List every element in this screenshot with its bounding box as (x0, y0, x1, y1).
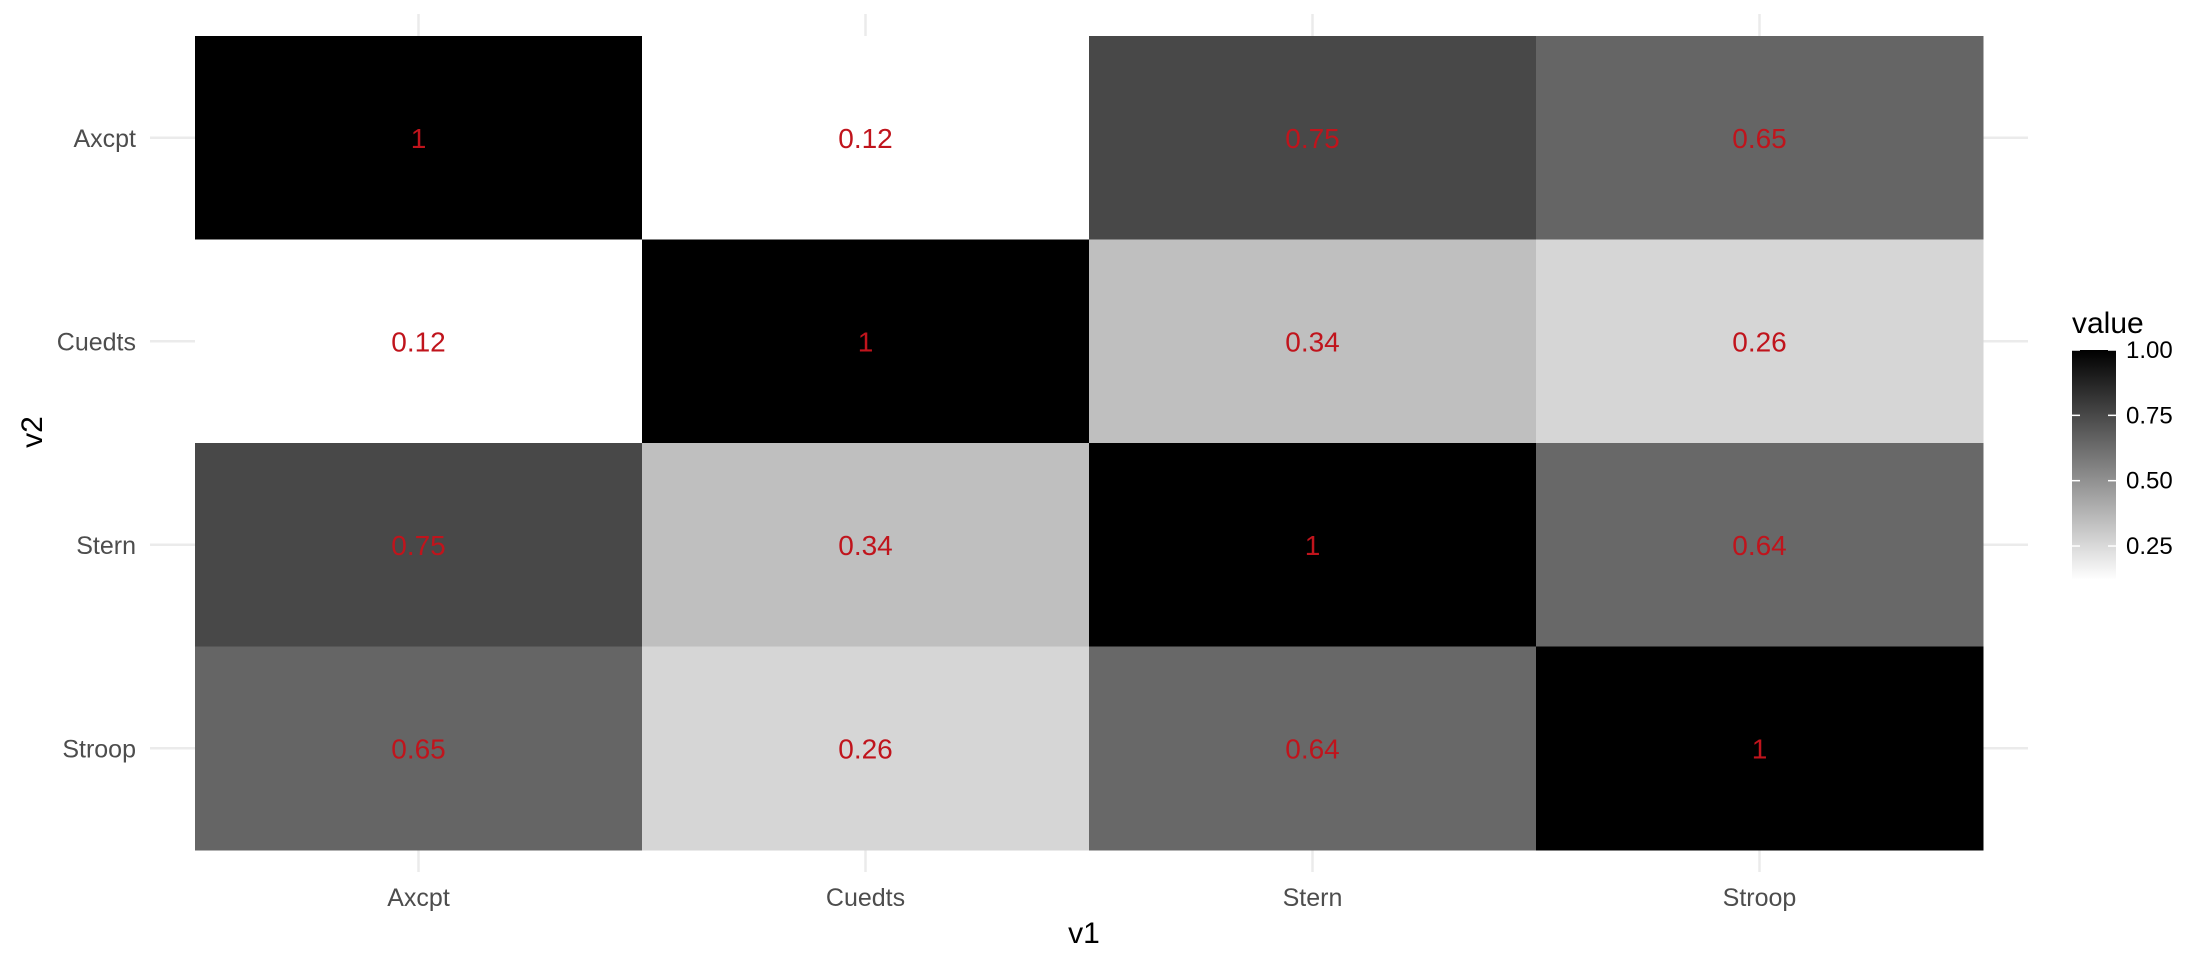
cell-value-label: 0.75 (1285, 123, 1340, 154)
heatmap-cell-cuedts-cuedts (642, 239, 1090, 444)
heatmap-cell-stern-stern (1089, 443, 1537, 647)
x-tick-label: Stern (1283, 884, 1343, 912)
cell-value-label: 1 (1752, 733, 1768, 764)
cell-value-label: 0.26 (838, 733, 893, 764)
x-tick-label: Axcpt (387, 884, 450, 912)
heatmap-cell-axcpt-cuedts (195, 239, 643, 444)
x-axis-title: v1 (1068, 917, 1100, 950)
legend-tick-label: 0.50 (2126, 468, 2173, 495)
heatmap-cell-stroop-cuedts (1536, 239, 1984, 444)
y-axis-ticks: Axcpt Cuedts Stern Stroop (57, 125, 136, 764)
heatmap-cell-stern-cuedts (1089, 239, 1537, 444)
cell-value-label: 0.65 (391, 733, 446, 764)
x-tick-label: Stroop (1723, 884, 1797, 912)
cell-value-label: 1 (411, 123, 427, 154)
cell-value-label: 0.12 (391, 326, 446, 357)
cell-value-label: 0.64 (1285, 733, 1340, 764)
y-tick-label: Stern (76, 532, 136, 560)
heatmap-cell-stroop-axcpt (1536, 36, 1984, 240)
legend-colorbar (2072, 350, 2116, 580)
heatmap-cell-stern-axcpt (1089, 36, 1537, 240)
heatmap-cell-stern-stroop (1089, 646, 1537, 851)
heatmap-cell-axcpt-stern (195, 443, 643, 647)
heatmap-cell-cuedts-stroop (642, 646, 1090, 851)
cell-value-label: 1 (1305, 530, 1321, 561)
legend-tick-label: 0.75 (2126, 402, 2173, 429)
heatmap-cells (195, 36, 1984, 851)
cell-value-label: 0.75 (391, 530, 446, 561)
cell-value-label: 0.34 (1285, 326, 1340, 357)
heatmap-cell-stroop-stern (1536, 443, 1984, 647)
y-tick-label: Axcpt (73, 125, 136, 153)
heatmap-cell-cuedts-axcpt (642, 36, 1090, 240)
cell-value-label: 1 (858, 326, 874, 357)
y-axis-title: v2 (16, 416, 49, 448)
legend-tick-label: 0.25 (2126, 533, 2173, 560)
legend-title: value (2072, 307, 2144, 340)
color-legend: value 1.00 0.75 0.50 0.25 (2072, 307, 2173, 580)
heatmap-cell-axcpt-axcpt (195, 36, 643, 240)
cell-value-labels: 1 0.12 0.75 0.65 0.12 1 0.34 0.26 0.75 0.34 1 0.64 0… (391, 123, 1787, 765)
heatmap-cell-stroop-stroop (1536, 646, 1984, 851)
y-tick-label: Cuedts (57, 328, 136, 356)
cell-value-label: 0.65 (1732, 123, 1787, 154)
y-tick-label: Stroop (62, 735, 136, 763)
cell-value-label: 0.34 (838, 530, 893, 561)
cell-value-label: 0.26 (1732, 326, 1787, 357)
legend-tick-label: 1.00 (2126, 337, 2173, 364)
x-axis-ticks: Axcpt Cuedts Stern Stroop (387, 884, 1796, 912)
heatmap-cell-cuedts-stern (642, 443, 1090, 647)
heatmap-cell-axcpt-stroop (195, 646, 643, 851)
cell-value-label: 0.12 (838, 123, 893, 154)
x-tick-label: Cuedts (826, 884, 905, 912)
cell-value-label: 0.64 (1732, 530, 1787, 561)
